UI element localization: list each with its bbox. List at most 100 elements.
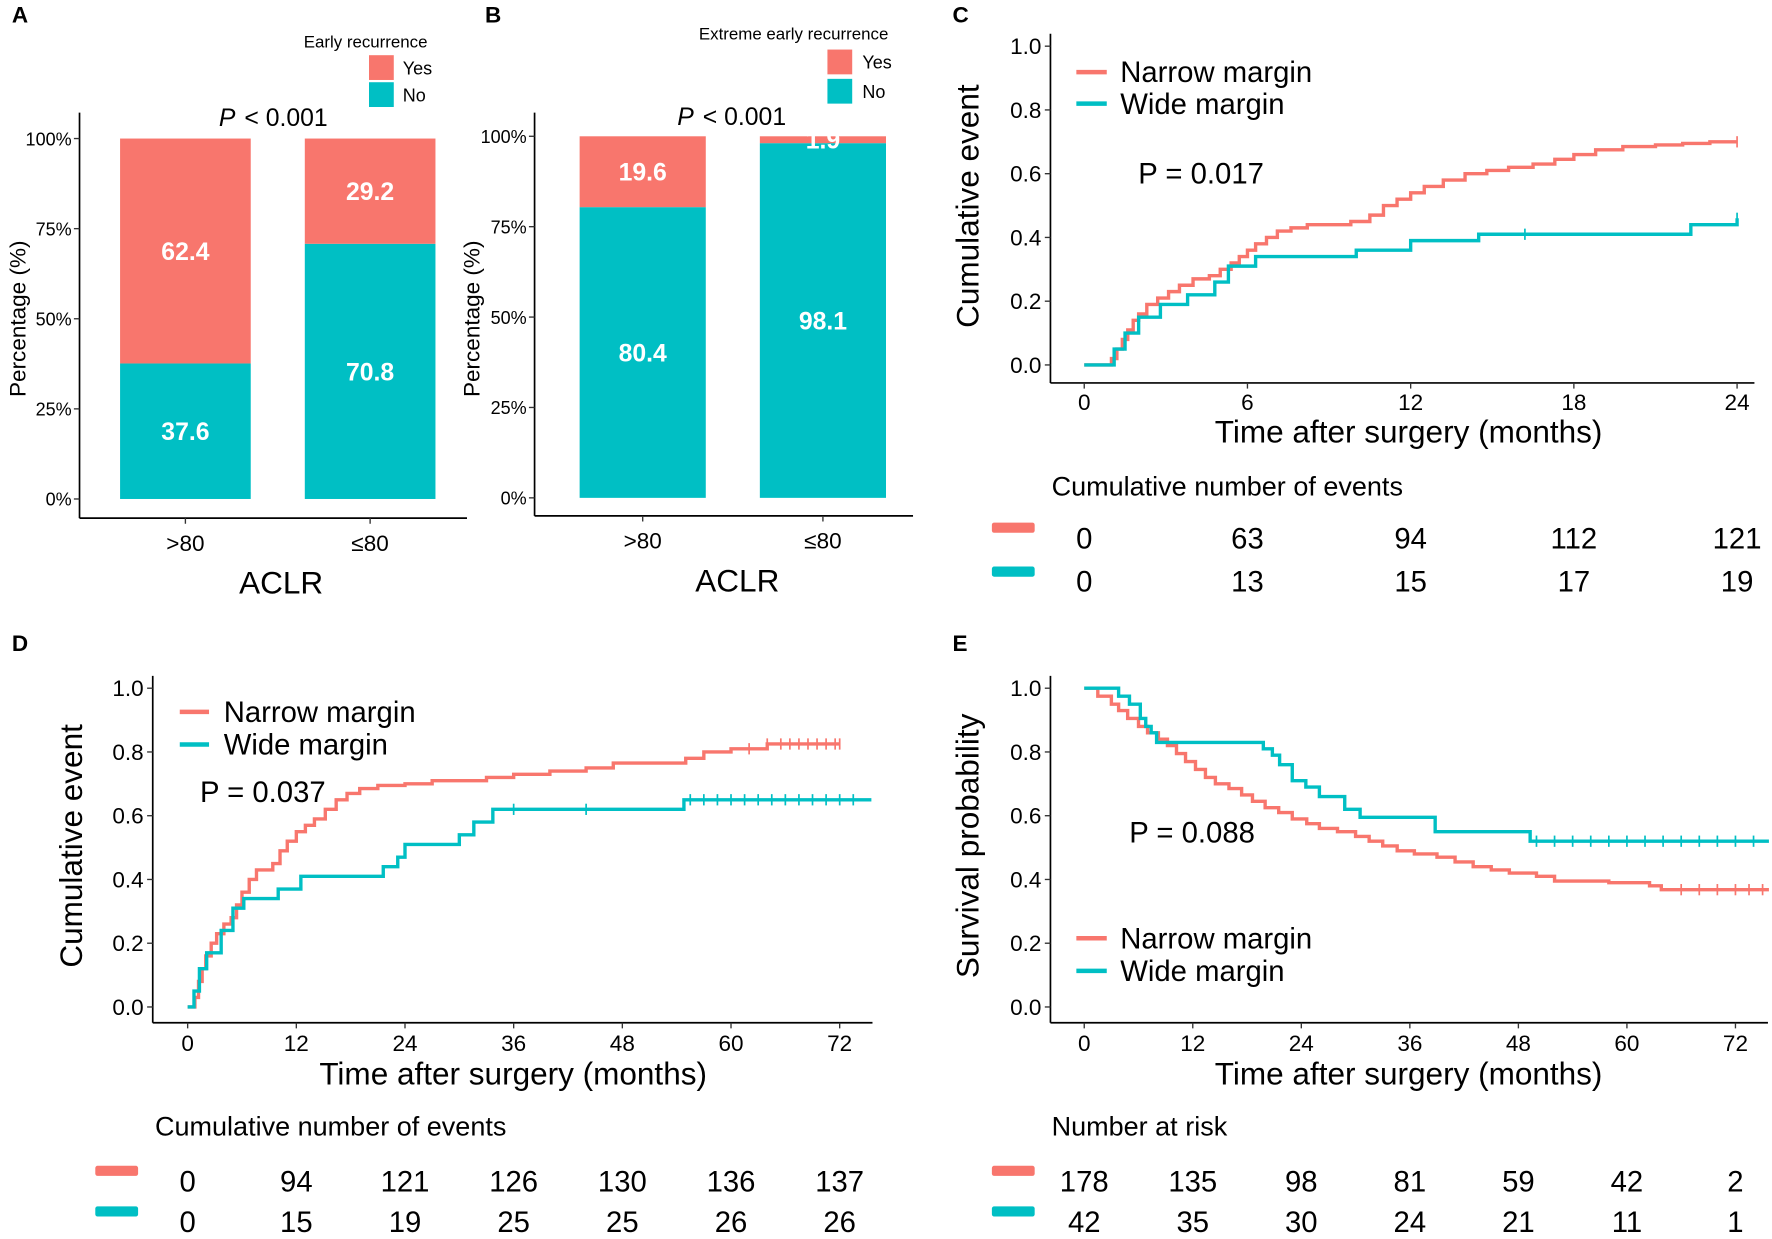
- x-axis-title: ACLR: [695, 562, 779, 598]
- risk-table-value: 135: [1168, 1166, 1217, 1199]
- x-tick-label: 60: [1614, 1031, 1639, 1056]
- x-tick-label: >80: [624, 529, 662, 554]
- y-tick-label: 100%: [481, 127, 527, 147]
- bar-value-label: 98.1: [799, 309, 847, 336]
- p-value: < 0.001: [244, 105, 327, 132]
- risk-table-value: 21: [1502, 1206, 1535, 1239]
- risk-table-key-narrow-margin: [95, 1165, 139, 1176]
- y-tick-label: 0.6: [1010, 162, 1041, 187]
- p-value-text: P = 0.017: [1138, 158, 1264, 191]
- risk-table-title: Cumulative number of events: [155, 1111, 506, 1141]
- y-tick-label: 0.2: [1010, 289, 1041, 314]
- legend-key-no: [368, 82, 394, 108]
- risk-table-value: 2: [1727, 1166, 1743, 1199]
- panel-c: C 0.0 0.2 0.4 0.6 0.8 1.0 0 6 12 18 24 Narrow margin…: [949, 3, 1761, 599]
- y-axis-title: Percentage (%): [5, 241, 30, 397]
- risk-table-key-wide-margin: [991, 566, 1035, 577]
- legend-key-yes: [827, 49, 853, 75]
- risk-table-value: 17: [1558, 565, 1591, 598]
- risk-table-value: 121: [1713, 523, 1762, 556]
- legend-label: No: [403, 85, 426, 105]
- risk-table-value: 24: [1394, 1206, 1427, 1239]
- curve-wide-margin: [1084, 218, 1739, 367]
- y-tick-label: 0.6: [1010, 804, 1041, 829]
- bar-value-label: 37.6: [161, 419, 209, 446]
- x-tick-label: 48: [1506, 1031, 1531, 1056]
- risk-table-title: Number at risk: [1052, 1111, 1228, 1141]
- risk-table-value: 15: [1394, 565, 1427, 598]
- risk-table-value: 112: [1551, 523, 1598, 556]
- y-tick-label: 0.0: [1010, 353, 1041, 378]
- x-tick-label: >80: [166, 531, 204, 556]
- p-value-text: P = 0.088: [1129, 817, 1255, 850]
- risk-table-value: 0: [1076, 565, 1092, 598]
- y-tick-label: 75%: [491, 217, 527, 237]
- y-tick-label: 1.0: [1010, 34, 1041, 59]
- legend-label: Wide margin: [224, 729, 388, 762]
- risk-table-value: 19: [389, 1206, 422, 1239]
- p-value-text: P < 0.001: [677, 104, 786, 131]
- y-tick-label: 0.8: [112, 740, 143, 765]
- legend-label: Narrow margin: [224, 696, 416, 729]
- bar-value-label: 1.9: [806, 128, 840, 155]
- risk-table-value: 98: [1285, 1166, 1318, 1199]
- x-tick-label: 12: [1180, 1031, 1205, 1056]
- bar-no-1: [759, 143, 886, 498]
- legend-title: Extreme early recurrence: [699, 24, 888, 43]
- y-tick-label: 1.0: [1010, 676, 1041, 701]
- bar-value-label: 80.4: [619, 341, 667, 368]
- legend-label: Narrow margin: [1120, 922, 1312, 955]
- x-tick-label: 24: [392, 1031, 417, 1056]
- risk-table-value: 19: [1721, 565, 1754, 598]
- bar-value-label: 70.8: [346, 359, 394, 386]
- risk-table-title: Cumulative number of events: [1052, 472, 1403, 502]
- risk-table-value: 15: [280, 1206, 313, 1239]
- risk-table-key-wide-margin: [991, 1206, 1035, 1217]
- x-tick-label: 48: [610, 1031, 635, 1056]
- x-axis-title: Time after surgery (months): [1215, 1056, 1603, 1092]
- risk-table-value: 130: [598, 1166, 647, 1199]
- y-tick-label: 1.0: [112, 676, 143, 701]
- bar-no-0: [120, 363, 251, 499]
- y-tick-label: 75%: [36, 219, 72, 239]
- y-tick-label: 25%: [491, 398, 527, 418]
- x-tick-label: 0: [1078, 1031, 1091, 1056]
- legend-label: Wide margin: [1120, 955, 1284, 988]
- y-tick-label: 0.0: [1010, 995, 1041, 1020]
- y-tick-label: 100%: [26, 129, 72, 149]
- x-tick-label: 72: [827, 1031, 852, 1056]
- panel-d: D 0.0 0.2 0.4 0.6 0.8 1.0 0 12 24 36 48 60 72 Narrow m…: [12, 631, 873, 1239]
- legend-label: Narrow margin: [1120, 56, 1312, 89]
- x-tick-label: 6: [1241, 390, 1254, 415]
- panel-label: A: [12, 3, 28, 28]
- risk-table-value: 81: [1394, 1166, 1427, 1199]
- x-tick-label: 12: [284, 1031, 309, 1056]
- risk-table-value: 13: [1231, 565, 1264, 598]
- x-tick-label: 24: [1725, 390, 1750, 415]
- x-tick-label: 0: [1078, 390, 1091, 415]
- risk-table-value: 30: [1285, 1206, 1318, 1239]
- x-axis-title: ACLR: [239, 565, 323, 601]
- x-tick-label: 36: [501, 1031, 526, 1056]
- legend-key-no: [827, 78, 853, 104]
- x-tick-label: 24: [1289, 1031, 1314, 1056]
- legend-title: Early recurrence: [304, 32, 428, 51]
- risk-table-value: 0: [180, 1166, 196, 1199]
- p-symbol: P: [677, 104, 694, 131]
- x-tick-label: 12: [1398, 390, 1423, 415]
- x-tick-label: 72: [1723, 1031, 1748, 1056]
- p-value-text: P < 0.001: [219, 105, 328, 132]
- risk-table-value: 25: [606, 1206, 639, 1239]
- risk-table-value: 94: [280, 1166, 313, 1199]
- y-tick-label: 50%: [491, 308, 527, 328]
- risk-table-key-wide-margin: [95, 1206, 139, 1217]
- risk-table-value: 0: [1076, 523, 1092, 556]
- p-value: < 0.001: [703, 104, 786, 131]
- risk-table-key-narrow-margin: [991, 522, 1035, 533]
- x-axis-title: Time after surgery (months): [319, 1056, 707, 1092]
- risk-table-value: 35: [1176, 1206, 1209, 1239]
- y-tick-label: 0.8: [1010, 98, 1041, 123]
- risk-table-value: 26: [715, 1206, 748, 1239]
